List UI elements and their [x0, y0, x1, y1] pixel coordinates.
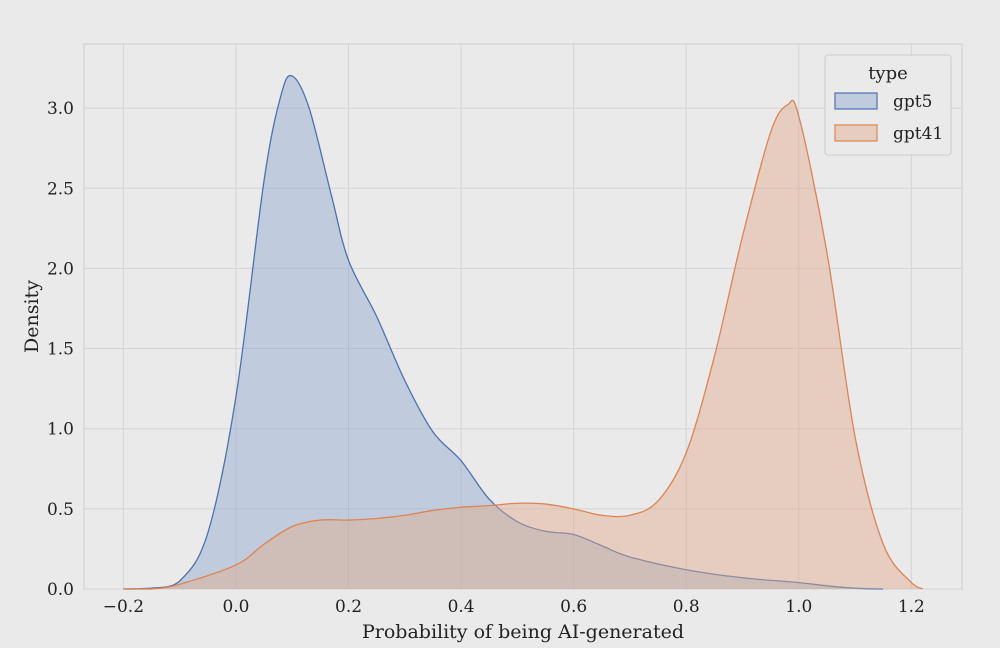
x-tick-label: 0.6	[560, 597, 587, 617]
y-tick-label: 1.5	[47, 340, 74, 360]
gpt41-density-line	[123, 99, 923, 590]
x-tick-label: 1.0	[785, 597, 812, 617]
y-tick-label: 0.5	[47, 500, 74, 520]
legend-swatch-gpt5	[834, 92, 878, 110]
legend-items: gpt5 gpt41	[834, 92, 943, 144]
x-tick-label: 1.2	[898, 597, 925, 617]
y-tick-label: 2.5	[47, 179, 74, 199]
legend-box	[824, 54, 952, 156]
x-axis-label: Probability of being AI-generated	[362, 621, 684, 643]
x-tick-label: 0.2	[335, 597, 362, 617]
legend-swatch-gpt41	[834, 124, 878, 142]
x-tick-label: 0.8	[673, 597, 700, 617]
y-axis-ticks: 0.0 0.5 1.0 1.5 2.0 2.5 3.0	[47, 99, 74, 600]
x-axis-ticks: −0.2 0.0 0.2 0.4 0.6 0.8 1.0 1.2	[103, 597, 925, 617]
y-tick-label: 0.0	[47, 580, 74, 600]
gpt41-density-fill	[123, 100, 923, 590]
legend-title: type	[868, 63, 908, 84]
legend-label-gpt5: gpt5	[893, 92, 932, 112]
gpt5-density-line	[123, 74, 884, 590]
legend-label-gpt41: gpt41	[893, 124, 943, 144]
density-areas	[123, 74, 923, 590]
x-tick-label: −0.2	[103, 597, 144, 617]
y-tick-label: 2.0	[47, 259, 74, 279]
y-axis-label: Density	[21, 280, 43, 353]
plot-background	[83, 43, 963, 590]
legend: type gpt5 gpt41	[824, 54, 952, 156]
y-tick-label: 3.0	[47, 99, 74, 119]
x-tick-label: 0.0	[222, 597, 249, 617]
gpt5-density-fill	[123, 75, 884, 590]
x-tick-label: 0.4	[448, 597, 475, 617]
y-tick-label: 1.0	[47, 420, 74, 440]
